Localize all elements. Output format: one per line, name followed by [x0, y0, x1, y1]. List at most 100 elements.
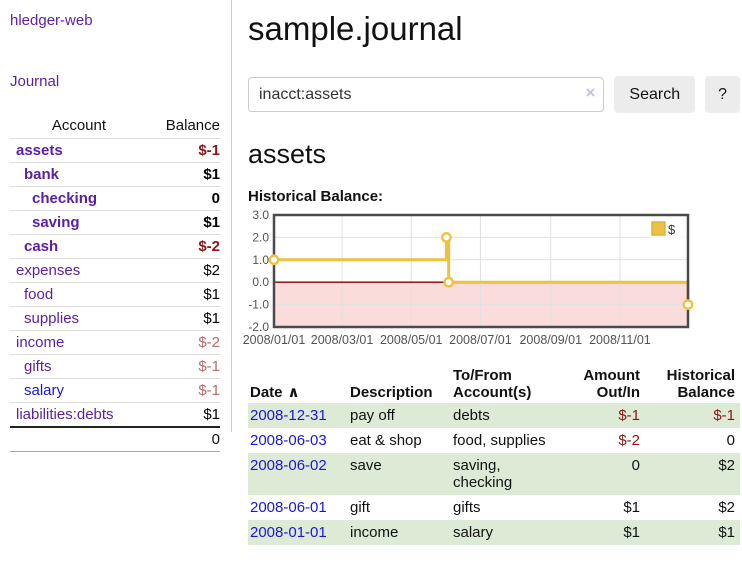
account-row: gifts $-1 [10, 354, 220, 379]
accounts-header-row: Account Balance [10, 114, 220, 139]
transaction-balance: $2 [718, 457, 735, 474]
transactions-table: Date ∧ Description To/From Account(s) Amo… [248, 365, 740, 545]
transaction-description: save [350, 457, 382, 474]
transaction-date-link[interactable]: 2008-06-03 [250, 432, 327, 449]
transaction-date-link[interactable]: 2008-06-02 [250, 457, 327, 474]
transaction-balance: $-1 [713, 407, 735, 424]
transaction-accounts: saving, checking [453, 457, 513, 491]
account-balance: $1 [147, 282, 220, 307]
transaction-row: 2008-06-02 save saving, checking 0 $2 [248, 453, 740, 495]
account-row: liabilities:debts $1 [10, 402, 220, 427]
app-title-link[interactable]: hledger-web [10, 12, 93, 29]
account-balance: $1 [147, 210, 220, 235]
transaction-description: pay off [350, 407, 395, 424]
account-link[interactable]: gifts [24, 358, 52, 375]
account-balance: $-2 [147, 234, 220, 259]
account-balance: 0 [147, 186, 220, 211]
transaction-row: 2008-06-03 eat & shop food, supplies $-2 0 [248, 428, 740, 453]
transaction-accounts: debts [453, 407, 490, 424]
transaction-amount: $-2 [618, 432, 640, 449]
transaction-amount: $1 [623, 499, 640, 516]
accounts-table: Account Balance assets $-1 bank $1 checking 0… [10, 114, 220, 452]
transaction-description: gift [350, 499, 371, 516]
transaction-description: income [350, 524, 399, 541]
transaction-date-link[interactable]: 2008-01-01 [250, 524, 327, 541]
historical-balance-chart[interactable]: $3.0 2.0 1.0 0.0 -1.0 -2.0 2008/01/01 2008/03/0… [242, 208, 740, 355]
svg-text:1.0: 1.0 [252, 253, 269, 267]
transaction-balance: $1 [718, 524, 735, 541]
clear-search-icon[interactable]: × [585, 83, 596, 102]
account-link[interactable]: food [24, 286, 54, 303]
accounts-header-account: Account [51, 117, 107, 134]
account-link[interactable]: assets [16, 142, 63, 159]
svg-text:2008/05/01: 2008/05/01 [380, 333, 443, 347]
accounts-total-spacer [10, 426, 148, 452]
column-header-amount: Amount Out/In [583, 367, 640, 401]
account-balance: $-1 [147, 378, 220, 403]
account-balance: $-1 [147, 138, 220, 163]
transaction-date-link[interactable]: 2008-12-31 [250, 407, 327, 424]
svg-text:2008/03/01: 2008/03/01 [311, 333, 374, 347]
sidebar-item-journal[interactable]: Journal [10, 73, 60, 90]
column-header-accounts: To/From Account(s) [453, 367, 532, 401]
account-row: saving $1 [10, 210, 220, 235]
svg-text:-2.0: -2.0 [248, 320, 269, 334]
column-header-description: Description [350, 384, 433, 401]
sort-asc-icon: ∧ [287, 384, 300, 401]
account-link[interactable]: cash [24, 238, 59, 255]
transactions-header-row: Date ∧ Description To/From Account(s) Amo… [248, 365, 740, 403]
chart-title: Historical Balance: [248, 188, 384, 205]
transaction-date-link[interactable]: 2008-06-01 [250, 499, 327, 516]
account-balance: $1 [147, 162, 220, 187]
account-row: supplies $1 [10, 306, 220, 331]
account-balance: $-1 [147, 354, 220, 379]
transaction-balance: $2 [718, 499, 735, 516]
sidebar: hledger-web Journal Account Balance asse… [0, 0, 230, 452]
svg-text:2008/07/01: 2008/07/01 [449, 333, 512, 347]
account-balance: $1 [147, 402, 220, 427]
svg-text:2008/01/01: 2008/01/01 [243, 333, 306, 347]
account-section-title: assets [248, 139, 327, 169]
account-row: income $-2 [10, 330, 220, 355]
transaction-balance: 0 [726, 432, 735, 449]
transaction-row: 2008-06-01 gift gifts $1 $2 [248, 495, 740, 520]
account-link[interactable]: checking [32, 190, 98, 207]
search-button[interactable]: Search [614, 76, 696, 113]
page-title: sample.journal [248, 10, 463, 47]
account-row: bank $1 [10, 162, 220, 187]
account-balance: $-2 [147, 330, 220, 355]
svg-text:2008/09/01: 2008/09/01 [519, 333, 582, 347]
accounts-header-balance: Balance [165, 117, 220, 134]
transaction-accounts: gifts [453, 499, 481, 516]
transaction-amount: $-1 [618, 407, 640, 424]
transaction-row: 2008-12-31 pay off debts $-1 $-1 [248, 403, 740, 428]
account-balance: $1 [147, 306, 220, 331]
account-row: checking 0 [10, 186, 220, 211]
account-row: food $1 [10, 282, 220, 307]
svg-text:-1.0: -1.0 [248, 298, 269, 312]
column-header-balance: Historical Balance [666, 367, 735, 401]
svg-text:2008/11/01: 2008/11/01 [589, 333, 651, 347]
accounts-total-value: 0 [147, 426, 220, 452]
transaction-row: 2008-01-01 income salary $1 $1 [248, 520, 740, 545]
account-link[interactable]: supplies [24, 310, 80, 327]
help-button[interactable]: ? [705, 76, 740, 113]
account-link[interactable]: expenses [16, 262, 81, 279]
transaction-description: eat & shop [350, 432, 422, 449]
account-link[interactable]: saving [32, 214, 80, 231]
search-field-wrap: × [248, 77, 605, 112]
svg-text:0.0: 0.0 [252, 275, 269, 289]
account-row: cash $-2 [10, 234, 220, 259]
account-link[interactable]: salary [24, 382, 65, 399]
svg-text:$: $ [668, 222, 676, 237]
account-link[interactable]: liabilities:debts [16, 406, 114, 423]
account-row: expenses $2 [10, 258, 220, 283]
account-link[interactable]: income [16, 334, 65, 351]
account-link[interactable]: bank [24, 166, 60, 183]
transaction-amount: 0 [631, 457, 640, 474]
main-content: sample.journal × Search ? assets Histori… [243, 0, 740, 545]
account-row: assets $-1 [10, 138, 220, 163]
svg-text:2.0: 2.0 [252, 230, 269, 244]
search-input[interactable] [248, 77, 605, 112]
sidebar-divider [231, 0, 232, 432]
